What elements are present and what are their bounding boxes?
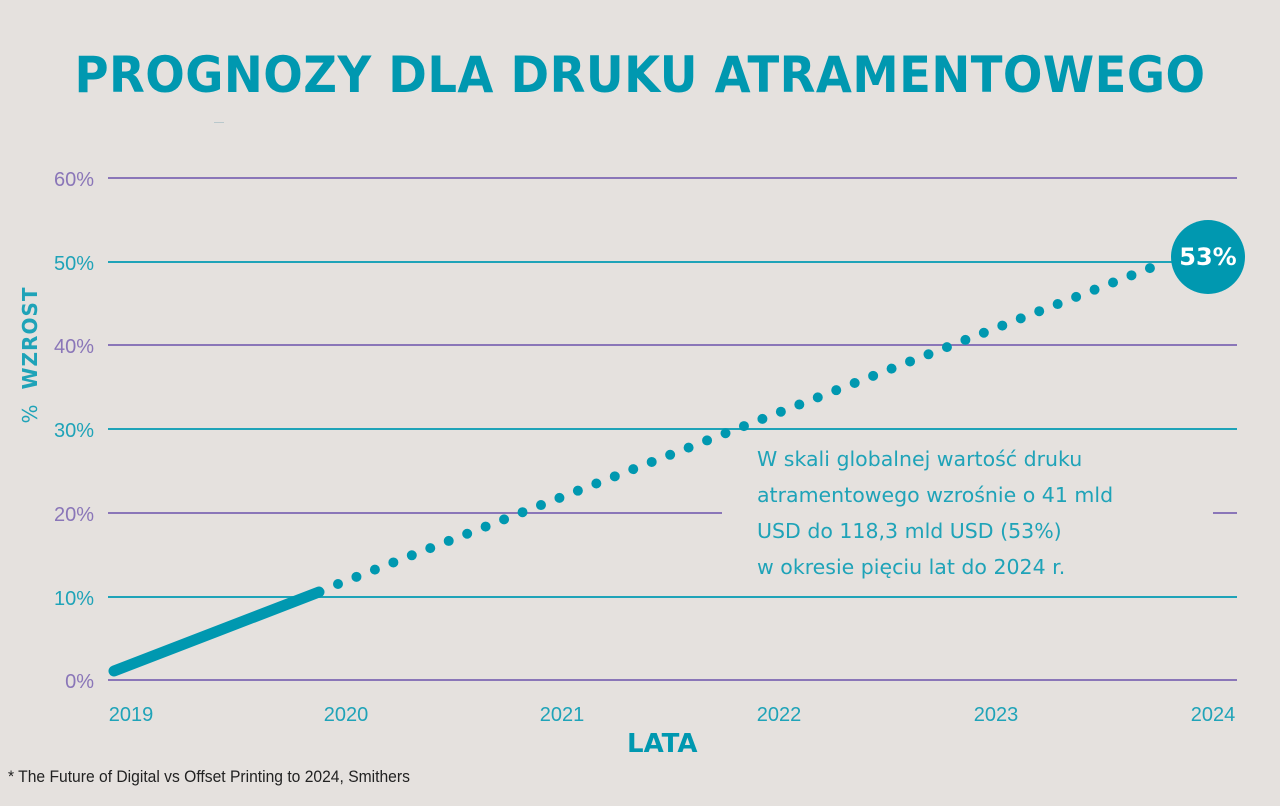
annotation-line: w okresie pięciu lat do 2024 r. — [757, 555, 1066, 579]
gridlines — [108, 177, 1237, 681]
annotation-text: W skali globalnej wartość druku atrament… — [757, 441, 1217, 585]
x-tick-2022: 2022 — [757, 704, 802, 726]
decorative-mark — [214, 122, 224, 123]
y-tick-60: 60% — [54, 169, 94, 191]
x-tick-2024: 2024 — [1191, 704, 1236, 726]
x-tick-2021: 2021 — [540, 704, 585, 726]
y-axis-label-text: WZROST — [18, 286, 42, 390]
y-tick-40: 40% — [54, 336, 94, 358]
y-tick-30: 30% — [54, 420, 94, 442]
annotation-line: USD do 118,3 mld USD (53%) — [757, 519, 1062, 543]
y-axis-label: % WZROST — [18, 286, 42, 423]
annotation-line: W skali globalnej wartość druku — [757, 447, 1083, 471]
series-actual-line — [108, 586, 325, 677]
value-badge-text: 53% — [1179, 243, 1237, 271]
x-tick-2019: 2019 — [109, 704, 154, 726]
annotation-line: atramentowego wzrośnie o 41 mld — [757, 483, 1114, 507]
chart-title: PROGNOZY DLA DRUKU ATRAMENTOWEGO — [74, 46, 1206, 104]
y-tick-10: 10% — [54, 588, 94, 610]
y-tick-labels: 60% 50% 40% 30% 20% 10% 0% — [54, 169, 94, 693]
series-forecast-line — [333, 260, 1163, 589]
y-axis-label-prefix: % — [18, 403, 42, 424]
source-footnote: * The Future of Digital vs Offset Printi… — [8, 767, 410, 786]
y-tick-50: 50% — [54, 253, 94, 275]
y-tick-20: 20% — [54, 504, 94, 526]
x-tick-labels: 2019 2020 2021 2022 2023 2024 — [109, 704, 1236, 726]
y-tick-0: 0% — [65, 671, 94, 693]
value-badge: 53% — [1171, 220, 1245, 294]
x-tick-2023: 2023 — [974, 704, 1019, 726]
x-axis-label: LATA — [627, 729, 698, 759]
x-tick-2020: 2020 — [324, 704, 369, 726]
